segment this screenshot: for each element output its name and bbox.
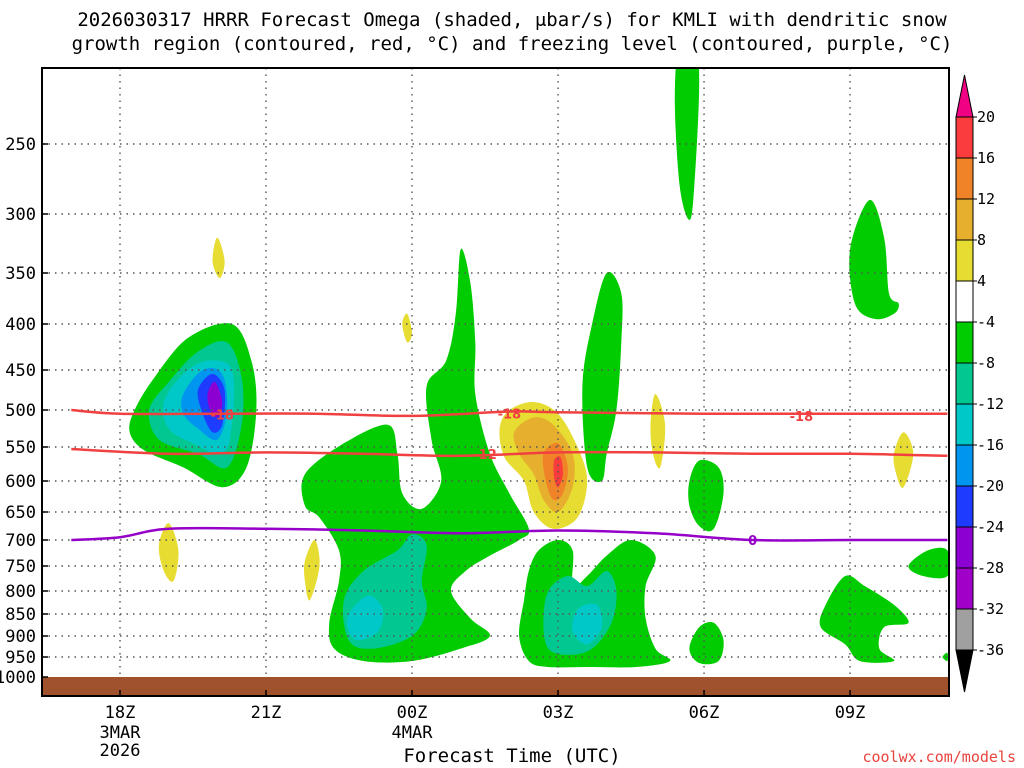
ground-surface — [42, 677, 949, 696]
colorbar-swatch-2 — [955, 198, 974, 241]
contour-line--18 — [71, 408, 948, 418]
source-credit: coolwx.com/models — [862, 748, 1016, 766]
x-tick-03Z: 03Z — [543, 703, 574, 723]
colorbar-swatch-12 — [955, 608, 974, 651]
y-tick-850: 850 — [5, 605, 36, 625]
colorbar-label-5: -4 — [977, 313, 995, 331]
colorbar-label-4: 4 — [977, 272, 986, 290]
contour-label-2: -18 — [790, 410, 814, 425]
colorbar-top-arrow — [955, 74, 974, 118]
omega-region-12 — [582, 271, 623, 483]
colorbar-swatch-8 — [955, 444, 974, 487]
omega-region-27 — [402, 313, 412, 343]
omega-shading — [129, 68, 949, 668]
colorbar-label-2: 12 — [977, 190, 995, 208]
omega-region-24 — [212, 237, 225, 279]
y-tick-600: 600 — [5, 472, 36, 492]
omega-region-28 — [650, 394, 666, 469]
contour-label-0: -18 — [210, 408, 234, 423]
omega-region-6 — [301, 248, 530, 663]
colorbar-swatch-4 — [955, 280, 974, 323]
colorbar-label-1: 16 — [977, 149, 995, 167]
chart-title-line-2: growth region (contoured, red, °C) and f… — [71, 33, 953, 55]
y-axis-pressure: 2503003504004505005506006507007508008509… — [0, 135, 48, 688]
colorbar: 20 16 12 8 4 -4 -8 -12 -16 -20 -24 -28 -32 -36 — [955, 74, 1004, 693]
contour-line--12 — [71, 447, 948, 458]
y-tick-800: 800 — [5, 582, 36, 602]
y-tick-700: 700 — [5, 531, 36, 551]
x-tick-09Z: 09Z — [835, 703, 866, 723]
omega-region-17 — [819, 575, 909, 663]
contour-line-0 — [71, 526, 948, 542]
omega-region-14 — [688, 459, 724, 532]
x-tick-00Z: 00Z — [397, 703, 428, 723]
y-tick-350: 350 — [5, 264, 36, 284]
y-tick-750: 750 — [5, 557, 36, 577]
grid-lines — [42, 68, 949, 696]
x-tick-date-00Z: 4MAR — [392, 723, 434, 743]
omega-region-29 — [893, 432, 914, 488]
chart-title-line-1: 2026030317 HRRR Forecast Omega (shaded, … — [77, 9, 947, 31]
colorbar-label-9: -20 — [977, 477, 1004, 495]
y-tick-250: 250 — [5, 135, 36, 155]
y-tick-550: 550 — [5, 438, 36, 458]
omega-region-5 — [207, 381, 223, 418]
x-tick-18Z: 18Z — [105, 703, 136, 723]
colorbar-swatch-11 — [955, 567, 974, 610]
y-tick-450: 450 — [5, 361, 36, 381]
omega-region-8 — [346, 595, 384, 641]
colorbar-swatch-1 — [955, 157, 974, 200]
temperature-contours: -18 -18 -18 -12 0 — [71, 408, 948, 549]
y-tick-950: 950 — [5, 648, 36, 668]
colorbar-swatch-6 — [955, 362, 974, 405]
colorbar-swatch-7 — [955, 403, 974, 446]
colorbar-label-6: -8 — [977, 354, 995, 372]
y-tick-500: 500 — [5, 401, 36, 421]
x-tick-year-18Z: 2026 — [100, 741, 141, 761]
y-tick-900: 900 — [5, 627, 36, 647]
y-tick-650: 650 — [5, 503, 36, 523]
colorbar-swatch-3 — [955, 239, 974, 282]
y-tick-300: 300 — [5, 205, 36, 225]
colorbar-label-8: -16 — [977, 436, 1004, 454]
plot-frame — [41, 67, 950, 697]
omega-region-19 — [942, 652, 948, 662]
x-tick-21Z: 21Z — [251, 703, 282, 723]
omega-region-18 — [908, 547, 949, 579]
omega-region-15 — [689, 621, 724, 665]
x-axis-label: Forecast Time (UTC) — [403, 745, 621, 767]
colorbar-label-0: 20 — [977, 108, 995, 126]
colorbar-label-11: -28 — [977, 559, 1004, 577]
omega-region-16 — [849, 199, 899, 320]
contour-label-3: -12 — [473, 448, 497, 463]
y-tick-1000: 1000 — [0, 668, 36, 688]
omega-region-13 — [674, 68, 700, 220]
colorbar-bottom-arrow — [955, 649, 974, 693]
contour-label-1: -18 — [498, 408, 522, 423]
colorbar-label-13: -36 — [977, 641, 1004, 659]
colorbar-label-3: 8 — [977, 231, 986, 249]
y-tick-400: 400 — [5, 315, 36, 335]
colorbar-swatch-9 — [955, 485, 974, 528]
colorbar-label-12: -32 — [977, 600, 1004, 618]
omega-region-26 — [303, 539, 320, 601]
contour-label-4: 0 — [748, 534, 757, 549]
colorbar-label-7: -12 — [977, 395, 1004, 413]
colorbar-swatch-5 — [955, 321, 974, 364]
colorbar-label-10: -24 — [977, 518, 1004, 536]
colorbar-swatch-0 — [955, 116, 974, 159]
omega-region-25 — [158, 523, 179, 582]
colorbar-swatch-10 — [955, 526, 974, 569]
x-tick-06Z: 06Z — [689, 703, 720, 723]
x-tick-date-18Z: 3MAR — [100, 723, 142, 743]
